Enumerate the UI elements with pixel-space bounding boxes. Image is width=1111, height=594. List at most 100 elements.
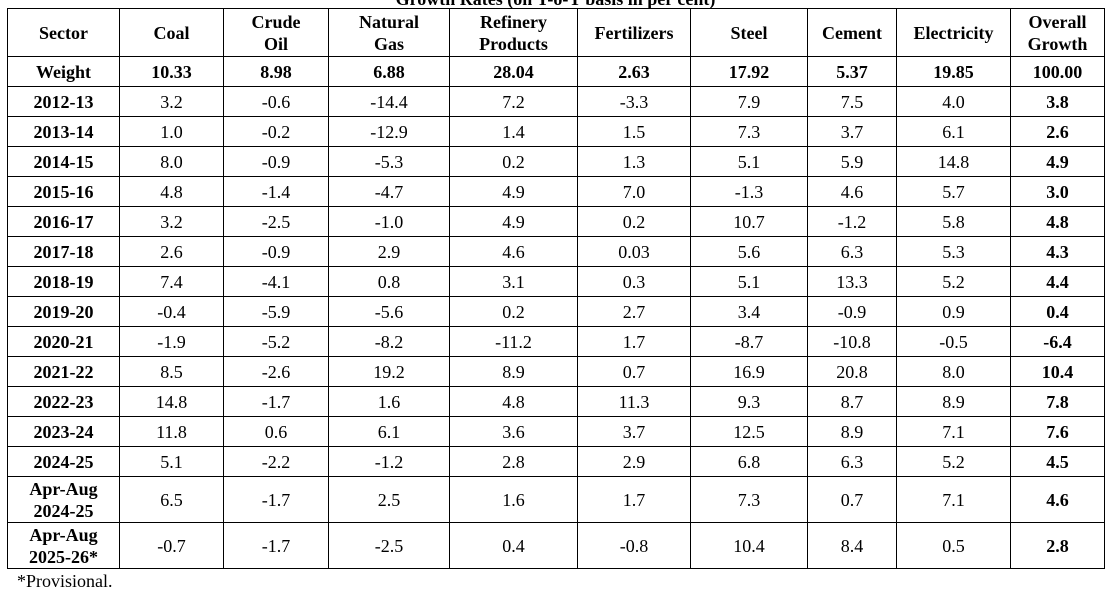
cell-crude-oil: -1.7 bbox=[223, 476, 329, 523]
cell-fertilizers: 3.7 bbox=[577, 416, 691, 447]
cell-overall: 4.4 bbox=[1010, 266, 1105, 297]
row-label-line: 2024-25 bbox=[33, 451, 94, 472]
row-label-line: 2017-18 bbox=[33, 241, 94, 262]
cell-coal: -0.7 bbox=[119, 522, 224, 569]
header-refinery-products: Refinery Products bbox=[449, 8, 578, 57]
cell-fertilizers: 1.3 bbox=[577, 146, 691, 177]
cell-coal: 5.1 bbox=[119, 446, 224, 477]
cell-natural-gas: 6.1 bbox=[328, 416, 450, 447]
row-label-line: 2022-23 bbox=[33, 391, 94, 412]
cell-electricity: 5.2 bbox=[896, 446, 1011, 477]
weight-cement: 5.37 bbox=[807, 56, 897, 87]
cell-natural-gas: 2.9 bbox=[328, 236, 450, 267]
cell-cement: -1.2 bbox=[807, 206, 897, 237]
cell-coal: 8.5 bbox=[119, 356, 224, 387]
cell-cement: 5.9 bbox=[807, 146, 897, 177]
cell-overall: 10.4 bbox=[1010, 356, 1105, 387]
row-label: 2012-13 bbox=[7, 86, 120, 117]
weight-label: Weight bbox=[7, 56, 120, 87]
cell-overall: 2.8 bbox=[1010, 522, 1105, 569]
table-row: 2021-22 8.5 -2.6 19.2 8.9 0.7 16.9 20.8 8.0 10.4 bbox=[7, 356, 1105, 387]
cell-electricity: 0.9 bbox=[896, 296, 1011, 327]
row-label-line: 2024-25 bbox=[33, 500, 94, 521]
cell-steel: 3.4 bbox=[690, 296, 808, 327]
cell-fertilizers: 1.7 bbox=[577, 326, 691, 357]
header-fertilizers: Fertilizers bbox=[577, 8, 691, 57]
cell-coal: 1.0 bbox=[119, 116, 224, 147]
header-natural-gas: Natural Gas bbox=[328, 8, 450, 57]
cell-overall: 3.0 bbox=[1010, 176, 1105, 207]
cell-steel: 10.7 bbox=[690, 206, 808, 237]
cell-crude-oil: -0.6 bbox=[223, 86, 329, 117]
cell-coal: 6.5 bbox=[119, 476, 224, 523]
table-row: 2014-15 8.0 -0.9 -5.3 0.2 1.3 5.1 5.9 14.8 4.9 bbox=[7, 146, 1105, 177]
row-label: 2014-15 bbox=[7, 146, 120, 177]
cell-crude-oil: -5.9 bbox=[223, 296, 329, 327]
cell-coal: 3.2 bbox=[119, 206, 224, 237]
table-row: 2016-17 3.2 -2.5 -1.0 4.9 0.2 10.7 -1.2 5.8 4.8 bbox=[7, 206, 1105, 237]
table-row: 2023-24 11.8 0.6 6.1 3.6 3.7 12.5 8.9 7.1 7.6 bbox=[7, 416, 1105, 447]
cell-refinery-products: 2.8 bbox=[449, 446, 578, 477]
cell-fertilizers: -3.3 bbox=[577, 86, 691, 117]
row-label: 2017-18 bbox=[7, 236, 120, 267]
header-crude-oil: Crude Oil bbox=[223, 8, 329, 57]
cell-crude-oil: -1.4 bbox=[223, 176, 329, 207]
cell-overall: 0.4 bbox=[1010, 296, 1105, 327]
row-label-line: 2020-21 bbox=[33, 331, 94, 352]
cell-fertilizers: 0.3 bbox=[577, 266, 691, 297]
cell-natural-gas: -14.4 bbox=[328, 86, 450, 117]
cell-fertilizers: 1.7 bbox=[577, 476, 691, 523]
weight-refinery-products: 28.04 bbox=[449, 56, 578, 87]
cell-crude-oil: -0.9 bbox=[223, 236, 329, 267]
cell-crude-oil: -5.2 bbox=[223, 326, 329, 357]
row-label: 2018-19 bbox=[7, 266, 120, 297]
weight-natural-gas: 6.88 bbox=[328, 56, 450, 87]
cell-steel: 5.1 bbox=[690, 266, 808, 297]
cell-refinery-products: 8.9 bbox=[449, 356, 578, 387]
cell-natural-gas: -2.5 bbox=[328, 522, 450, 569]
table-title: Growth Rates (on Y-o-Y basis in per cent… bbox=[0, 0, 1111, 9]
cell-refinery-products: -11.2 bbox=[449, 326, 578, 357]
cell-natural-gas: 2.5 bbox=[328, 476, 450, 523]
cell-natural-gas: 1.6 bbox=[328, 386, 450, 417]
cell-cement: 4.6 bbox=[807, 176, 897, 207]
cell-fertilizers: 1.5 bbox=[577, 116, 691, 147]
table-row: 2022-23 14.8 -1.7 1.6 4.8 11.3 9.3 8.7 8.9 7.8 bbox=[7, 386, 1105, 417]
table-row: Apr-Aug 2025-26* -0.7 -1.7 -2.5 0.4 -0.8 10.4 8.… bbox=[7, 522, 1105, 569]
cell-natural-gas: -12.9 bbox=[328, 116, 450, 147]
cell-cement: 6.3 bbox=[807, 236, 897, 267]
cell-fertilizers: 0.7 bbox=[577, 356, 691, 387]
cell-coal: 3.2 bbox=[119, 86, 224, 117]
cell-coal: 11.8 bbox=[119, 416, 224, 447]
cell-steel: 5.1 bbox=[690, 146, 808, 177]
row-label: Apr-Aug 2024-25 bbox=[7, 476, 120, 523]
cell-electricity: -0.5 bbox=[896, 326, 1011, 357]
cell-fertilizers: -0.8 bbox=[577, 522, 691, 569]
cell-fertilizers: 0.2 bbox=[577, 206, 691, 237]
cell-refinery-products: 4.9 bbox=[449, 206, 578, 237]
row-label: 2022-23 bbox=[7, 386, 120, 417]
cell-overall: -6.4 bbox=[1010, 326, 1105, 357]
cell-fertilizers: 11.3 bbox=[577, 386, 691, 417]
cell-steel: -1.3 bbox=[690, 176, 808, 207]
cell-refinery-products: 7.2 bbox=[449, 86, 578, 117]
cell-crude-oil: 0.6 bbox=[223, 416, 329, 447]
row-label-line: 2023-24 bbox=[33, 421, 94, 442]
header-electricity: Electricity bbox=[896, 8, 1011, 57]
row-label-line: 2025-26* bbox=[29, 546, 98, 567]
cell-fertilizers: 0.03 bbox=[577, 236, 691, 267]
cell-coal: 14.8 bbox=[119, 386, 224, 417]
cell-steel: 7.9 bbox=[690, 86, 808, 117]
cell-electricity: 5.2 bbox=[896, 266, 1011, 297]
header-coal: Coal bbox=[119, 8, 224, 57]
cell-overall: 7.6 bbox=[1010, 416, 1105, 447]
table-row: 2019-20 -0.4 -5.9 -5.6 0.2 2.7 3.4 -0.9 0.9 0.4 bbox=[7, 296, 1105, 327]
cell-steel: 6.8 bbox=[690, 446, 808, 477]
cell-electricity: 6.1 bbox=[896, 116, 1011, 147]
cell-electricity: 14.8 bbox=[896, 146, 1011, 177]
cell-refinery-products: 3.6 bbox=[449, 416, 578, 447]
cell-crude-oil: -2.5 bbox=[223, 206, 329, 237]
cell-cement: 0.7 bbox=[807, 476, 897, 523]
cell-overall: 4.6 bbox=[1010, 476, 1105, 523]
cell-cement: 7.5 bbox=[807, 86, 897, 117]
